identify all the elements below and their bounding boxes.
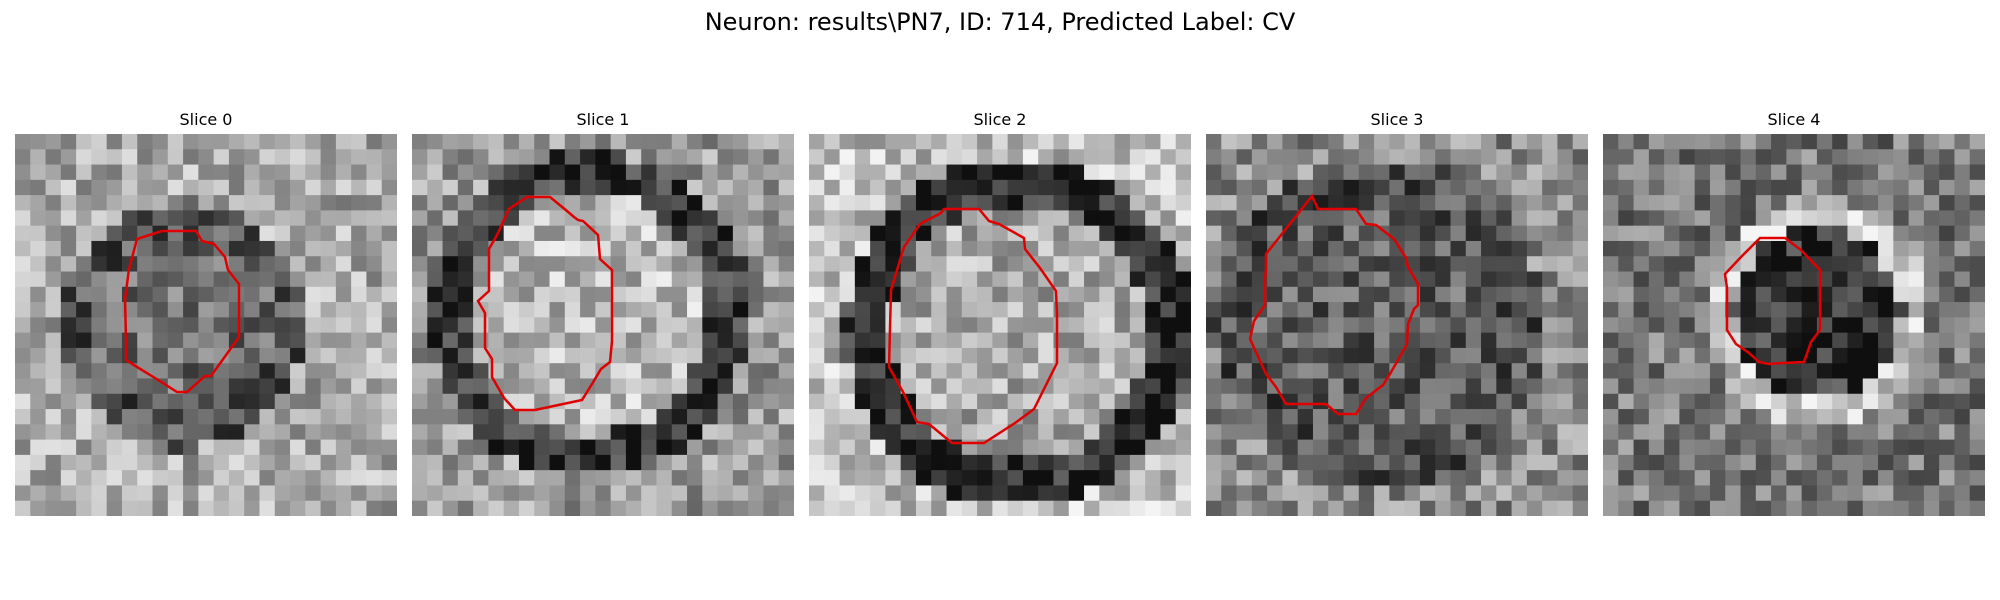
slice-panel-0: Slice 0 <box>15 108 397 516</box>
slice-image <box>15 134 397 516</box>
slice-image <box>1603 134 1985 516</box>
grayscale-pixel-grid <box>1603 134 1985 516</box>
slice-image <box>809 134 1191 516</box>
grayscale-pixel-grid <box>412 134 794 516</box>
slice-title: Slice 0 <box>15 108 397 132</box>
slice-title: Slice 3 <box>1206 108 1588 132</box>
figure-title: Neuron: results\PN7, ID: 714, Predicted … <box>0 8 2000 36</box>
slice-title: Slice 4 <box>1603 108 1985 132</box>
slice-panel-4: Slice 4 <box>1603 108 1985 516</box>
slice-image <box>412 134 794 516</box>
slice-image <box>1206 134 1588 516</box>
slice-panel-3: Slice 3 <box>1206 108 1588 516</box>
grayscale-pixel-grid <box>1206 134 1588 516</box>
slice-panel-2: Slice 2 <box>809 108 1191 516</box>
slice-panel-1: Slice 1 <box>412 108 794 516</box>
grayscale-pixel-grid <box>809 134 1191 516</box>
slice-title: Slice 2 <box>809 108 1191 132</box>
grayscale-pixel-grid <box>15 134 397 516</box>
slice-title: Slice 1 <box>412 108 794 132</box>
